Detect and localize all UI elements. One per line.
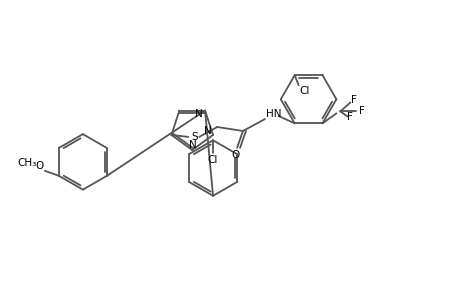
Text: N: N (195, 109, 202, 118)
Text: HN: HN (265, 109, 281, 119)
Text: F: F (351, 94, 357, 104)
Text: O: O (230, 150, 239, 160)
Text: O: O (36, 161, 44, 171)
Text: F: F (358, 106, 364, 116)
Text: Cl: Cl (299, 86, 309, 96)
Text: Cl: Cl (207, 155, 218, 165)
Text: CH₃: CH₃ (17, 158, 37, 168)
Text: F: F (347, 112, 353, 122)
Text: N: N (204, 126, 212, 136)
Text: S: S (190, 132, 197, 142)
Text: N: N (189, 140, 196, 150)
